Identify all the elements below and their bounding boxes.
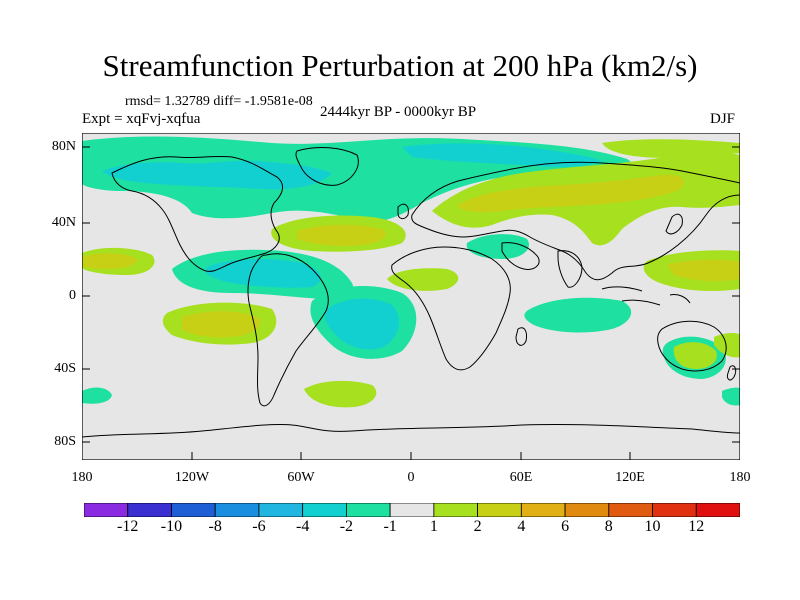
colorbar-swatch [345,503,391,517]
coast-japan [665,213,683,235]
contour-neg-sib [402,143,602,167]
map-ticks [82,146,740,460]
contour-pos-pac-left-core [82,253,137,269]
lon-label: 180 [71,470,93,485]
colorbar-label: 4 [517,518,526,535]
lon-label: 180 [729,470,751,485]
colorbar-swatch [258,503,304,517]
contour-pos-ssatl [304,380,377,408]
contour-neg-indian [524,297,632,333]
coastlines [82,147,740,438]
colorbar-label: -10 [160,518,183,535]
contour-pos-natl-core [297,224,386,246]
contour-neg-satl-core [324,298,399,350]
lat-label: 80S [54,434,76,449]
contour-pos-aus [673,342,717,369]
contour-pos-aus-right [714,333,740,358]
colorbar-swatch [564,503,610,517]
coast-south-america [247,253,329,407]
colorbar-swatch [84,503,129,517]
contour-pos-africa [387,268,459,291]
colorbar-label: -4 [295,518,310,535]
colorbar-swatch [608,503,653,517]
coast-india [557,250,583,288]
page-title: Streamfunction Perturbation at 200 hPa (… [102,48,698,83]
coast-arabia [501,242,540,270]
colorbar-label: -8 [208,518,222,535]
contour-fields [82,136,740,408]
contour-neg-spac-left [82,387,112,404]
colorbar-swatch [433,503,478,517]
contour-pos-wpac-core [667,259,740,282]
stats-label: rmsd= 1.32789 diff= -1.9581e-08 [125,94,313,109]
colorbar-label: 8 [604,518,613,535]
coast-madagascar [515,327,527,346]
season-label: DJF [710,111,736,127]
coast-north-america [111,155,284,272]
colorbar [84,503,740,517]
colorbar-label: -12 [117,518,139,535]
coast-british-isles [397,203,409,220]
lat-label: 40S [54,361,76,376]
colorbar-label: 10 [644,518,661,535]
colorbar-swatch [302,503,347,517]
lat-label: 0 [69,288,76,303]
colorbar-label: -2 [339,518,354,535]
colorbar-label: 12 [688,518,705,535]
coast-new-zealand [727,365,737,381]
lon-label: 60E [509,470,533,485]
lon-label: 0 [407,470,415,485]
experiment-label: Expt = xqFvj-xqfua [82,111,201,127]
contour-neg-epac-core [205,258,321,288]
colorbar-label: 1 [429,518,438,535]
period-label: 2444kyr BP - 0000kyr BP [320,104,477,120]
colorbar-swatch [127,503,172,517]
lon-label: 120E [615,470,645,485]
colorbar-label: -6 [252,518,266,535]
colorbar-swatch [171,503,216,517]
colorbar-swatch [695,503,740,517]
lon-label: 60W [287,470,315,485]
lon-label: 120W [174,470,210,485]
coast-australia [657,320,727,372]
lat-label: 40N [51,215,76,230]
lat-label: 80N [51,139,76,154]
contour-neg-arabia [466,234,530,259]
colorbar-label: 6 [561,518,570,535]
colorbar-label: 2 [473,518,482,535]
contour-pos-npac-right [602,139,740,158]
colorbar-swatch [477,503,522,517]
coast-eurasia [411,161,740,281]
contour-pos-spac-core [182,311,261,338]
colorbar-label: -1 [383,518,397,535]
contour-neg-s-right [722,387,740,406]
colorbar-swatch [389,503,435,517]
colorbar-swatch [652,503,697,517]
coast-greenland [295,147,359,186]
colorbar-swatch [214,503,260,517]
colorbar-swatch [520,503,566,517]
contour-neg-arctic-core [102,160,332,190]
coast-indonesia [601,286,691,306]
contour-pos-eurasia-core [457,174,685,213]
coast-africa [391,246,511,371]
coast-antarctica [82,423,740,438]
map-panel [82,133,740,460]
